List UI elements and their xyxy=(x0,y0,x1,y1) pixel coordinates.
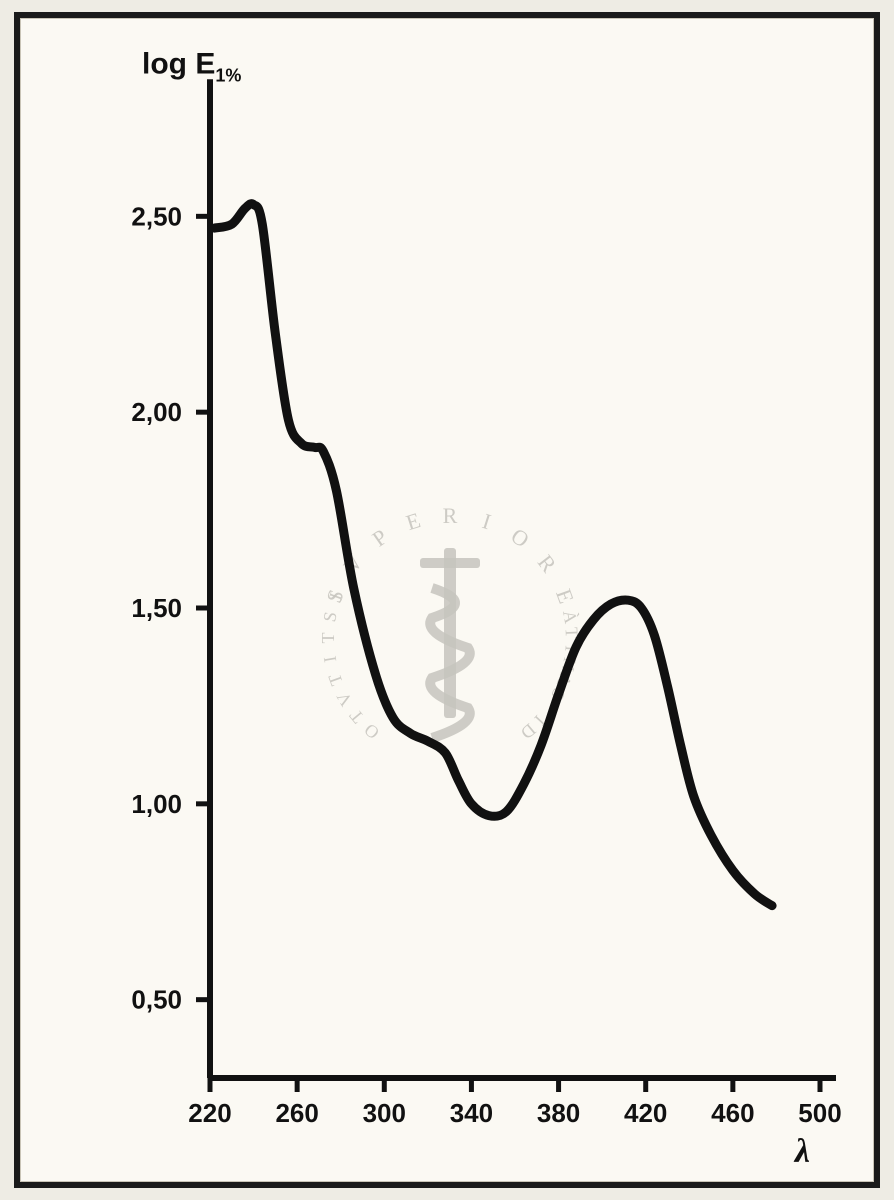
x-tick-label: 220 xyxy=(188,1098,231,1128)
x-axis-title: λ xyxy=(793,1133,810,1170)
watermark-letter: D xyxy=(517,720,540,744)
watermark-letter: T xyxy=(345,706,367,727)
x-tick-label: 300 xyxy=(363,1098,406,1128)
chart-frame: SVPERIOREISTITVTODI SANITÀ0,501,001,502,… xyxy=(14,12,880,1188)
watermark-letter: T xyxy=(318,633,338,644)
y-axis-title: log E1% xyxy=(142,47,241,85)
x-tick-label: 260 xyxy=(275,1098,318,1128)
watermark-letter: V xyxy=(333,688,357,709)
watermark-letter: R xyxy=(533,550,562,577)
plot-area: SVPERIOREISTITVTODI SANITÀ0,501,001,502,… xyxy=(20,18,874,1182)
watermark-letter: À xyxy=(559,609,582,625)
y-tick-label: 1,00 xyxy=(131,789,182,819)
watermark-letter: O xyxy=(507,523,534,553)
y-tick-label: 0,50 xyxy=(131,985,182,1015)
watermark-letter: R xyxy=(443,503,458,528)
x-tick-label: 380 xyxy=(537,1098,580,1128)
chart-svg: SVPERIOREISTITVTODI SANITÀ0,501,001,502,… xyxy=(20,18,874,1182)
watermark-letter: S xyxy=(319,610,340,623)
y-tick-label: 2,00 xyxy=(131,397,182,427)
watermark-letter: T xyxy=(324,671,347,688)
watermark-letter: I xyxy=(480,508,495,534)
watermark-letter: E xyxy=(403,507,423,535)
watermark-cross xyxy=(420,558,480,568)
y-tick-label: 2,50 xyxy=(131,201,182,231)
watermark-letter: O xyxy=(360,720,383,744)
x-tick-label: 420 xyxy=(624,1098,667,1128)
x-tick-label: 340 xyxy=(450,1098,493,1128)
watermark-letter: P xyxy=(368,524,392,552)
spectrum-curve xyxy=(214,204,772,906)
x-tick-label: 460 xyxy=(711,1098,754,1128)
x-tick-label: 500 xyxy=(798,1098,841,1128)
y-tick-label: 1,50 xyxy=(131,593,182,623)
watermark-letter: E xyxy=(551,586,579,607)
watermark-letter: I xyxy=(320,654,341,663)
watermark-staff xyxy=(444,548,456,718)
